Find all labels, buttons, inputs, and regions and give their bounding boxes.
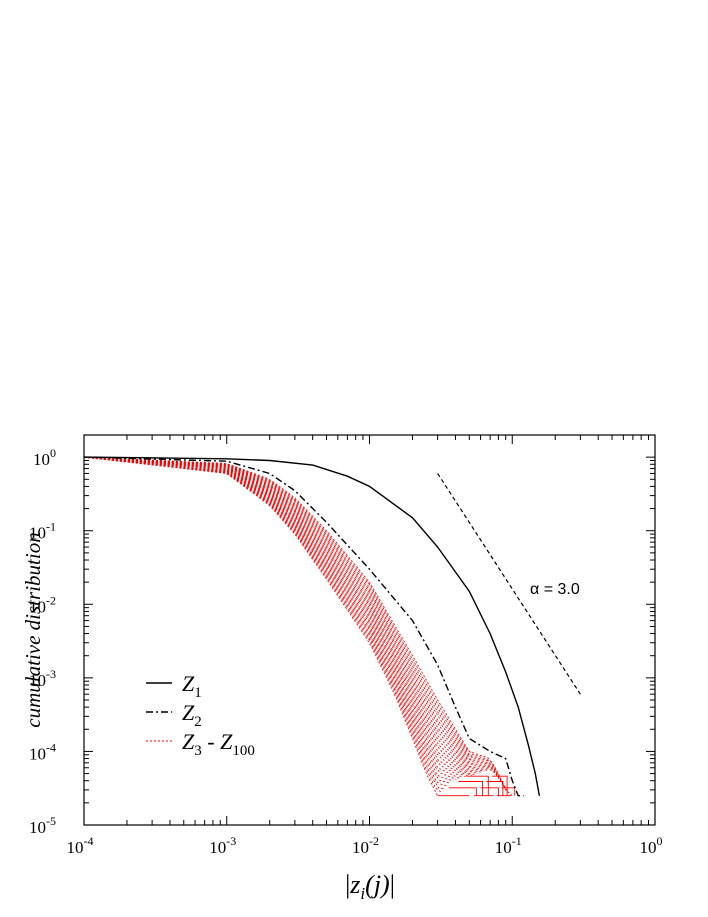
y-tick-label: 10-2 — [29, 593, 56, 616]
x-tick-label-exp: -4 — [84, 834, 94, 848]
y-tick-label: 10-5 — [29, 814, 56, 837]
y-tick-label: 10-4 — [29, 740, 56, 763]
series-line-red-tail — [466, 775, 489, 796]
legend-label: Z2 — [182, 700, 202, 730]
x-tick-label: 10-1 — [495, 834, 522, 857]
x-tick-label-base: 10 — [352, 838, 369, 857]
reference-line-layer: α = 3.0 — [437, 473, 581, 695]
x-tick-label-base: 10 — [495, 838, 512, 857]
y-tick-label-base: 10 — [33, 450, 50, 469]
x-axis-title-base: z — [349, 870, 360, 899]
x-axis-title: |zi(j)| — [345, 870, 395, 903]
y-tick-label-base: 10 — [29, 524, 46, 543]
x-axis-title-args: (j) — [365, 870, 390, 899]
series-line-red-bundle — [83, 456, 510, 794]
series-line-red-bundle — [83, 456, 488, 771]
y-tick-label: 10-3 — [29, 667, 56, 690]
series-line-red-bundle — [83, 456, 485, 772]
y-axis-title: cumulative distribution — [21, 532, 45, 727]
x-axis-title-bar-right: | — [390, 870, 395, 899]
y-tick-label-exp: 0 — [50, 446, 56, 460]
legend-label: Z3 - Z100 — [182, 729, 255, 759]
x-tick-label: 10-3 — [209, 834, 236, 857]
x-axis-title-bar-left: | — [345, 870, 350, 899]
series-line-red-bundle — [83, 456, 463, 778]
series-line-red-tail — [480, 787, 499, 796]
y-tick-label-exp: -1 — [46, 520, 56, 534]
x-tick-label-exp: 0 — [657, 834, 663, 848]
tick-labels: 10-4 10-3 10-2 10-1 10010010-110-210-310-410… — [29, 446, 663, 857]
x-tick-label-base: 10 — [67, 838, 84, 857]
y-tick-label-base: 10 — [29, 597, 46, 616]
series-line-z2 — [83, 456, 524, 797]
x-tick-label-exp: -3 — [226, 834, 236, 848]
y-tick-label-exp: -5 — [46, 814, 56, 828]
series-line-red-bundle — [83, 456, 466, 778]
x-axis-title-sub: i — [360, 884, 365, 903]
series-line-red-tail — [458, 781, 484, 796]
y-tick-label-base: 10 — [29, 818, 46, 837]
x-tick-label: 10-2 — [352, 834, 379, 857]
y-tick-label-base: 10 — [29, 671, 46, 690]
x-tick-label-exp: -2 — [369, 834, 379, 848]
y-tick-label-base: 10 — [29, 744, 46, 763]
y-tick-label-exp: -4 — [46, 740, 56, 754]
x-tick-label: 100 — [640, 834, 663, 857]
x-tick-label-base: 10 — [640, 838, 657, 857]
series-line-red-tail — [491, 775, 508, 796]
series-layer — [83, 456, 541, 797]
legend-label: Z1 — [182, 671, 202, 701]
reference-line-label: α = 3.0 — [530, 581, 580, 598]
y-tick-label: 10-1 — [29, 520, 56, 543]
series-line-red-bundle — [83, 456, 482, 773]
series-line-z1 — [83, 456, 541, 796]
x-tick-label-base: 10 — [209, 838, 226, 857]
series-line-red-bundle — [83, 456, 460, 779]
series-line-red-bundle — [83, 456, 457, 780]
series-line-red-tail — [448, 787, 477, 796]
series-line-red-bundle — [83, 456, 441, 793]
series-line-red-tail — [486, 781, 504, 796]
series-line-red-bundle — [83, 456, 491, 771]
y-tick-label-exp: -3 — [46, 667, 56, 681]
plot-area — [83, 434, 656, 826]
series-line-red-envelope — [83, 456, 513, 797]
reference-line-alpha — [437, 473, 581, 695]
y-tick-label: 100 — [33, 446, 56, 469]
x-tick-label-exp: -1 — [512, 834, 522, 848]
x-tick-label: 10-4 — [67, 834, 94, 857]
y-tick-label-exp: -2 — [46, 593, 56, 607]
series-line-red-bundle — [83, 456, 507, 791]
